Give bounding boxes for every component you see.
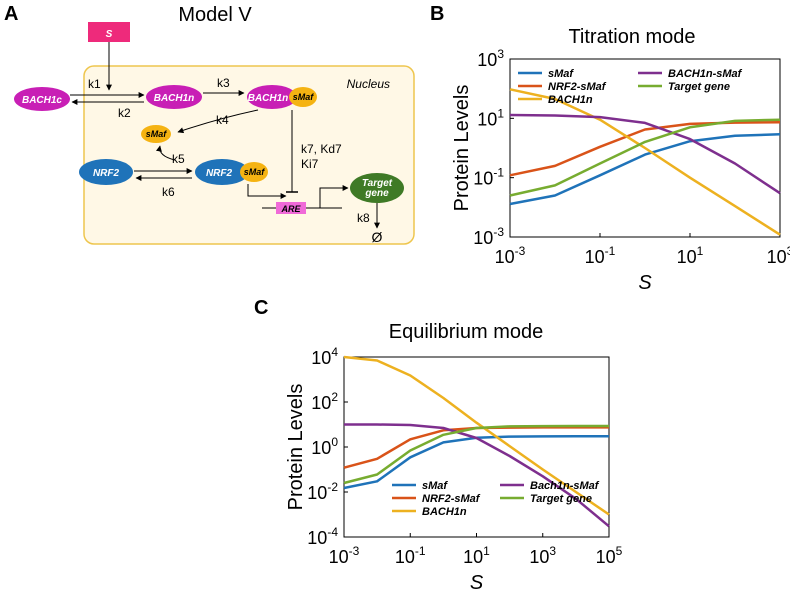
legend-label: Target gene	[668, 81, 730, 93]
nrf2-smaf-smaf-part	[240, 162, 268, 182]
bach1n-label: BACH1n	[154, 93, 195, 104]
series-line-2	[343, 355, 610, 516]
x-axis-label: S	[638, 272, 652, 294]
are-box	[276, 202, 306, 214]
k5-arrow	[156, 145, 176, 161]
panel-b-letter: B	[430, 3, 444, 25]
y-tick-label: 101	[477, 106, 504, 129]
legend-label: Target gene	[530, 493, 592, 505]
k4-arrow	[177, 109, 259, 134]
legend-label: sMaf	[422, 480, 448, 492]
k7-label: k7, Kd7	[301, 142, 342, 156]
y-tick-label: 102	[311, 390, 338, 413]
nrf2-complex-label: NRF2	[206, 168, 233, 179]
bach1n-smaf-smaf-part	[289, 87, 317, 107]
smaf-label: sMaf	[146, 129, 168, 139]
transcription-arrow	[319, 185, 349, 208]
nrf2-label: NRF2	[93, 168, 120, 179]
target-gene-node	[350, 173, 404, 203]
degradation-symbol: Ø	[372, 229, 383, 245]
series-line-1	[343, 426, 609, 469]
panel-b-title: Titration mode	[568, 26, 695, 48]
x-tick-label: 10-1	[395, 544, 426, 567]
y-tick-label: 10-4	[307, 525, 338, 548]
x-tick-label: 105	[596, 544, 623, 567]
y-tick-label: 10-2	[307, 480, 338, 503]
target-gene-label-line1: Target	[362, 178, 393, 189]
y-tick-label: 103	[477, 47, 504, 70]
nrf2-complex-smaf-label: sMaf	[244, 167, 266, 177]
series-line-0	[509, 133, 781, 206]
series-line-4	[509, 118, 781, 197]
x-tick-label: 101	[677, 244, 704, 267]
series-line-1	[509, 120, 781, 177]
y-tick-label: 104	[311, 345, 338, 368]
are-label: ARE	[280, 204, 301, 214]
panel-c: C Equilibrium mode 10-3 10-1 101 103 105 10-4…	[254, 297, 623, 594]
legend-label: NRF2-sMaf	[548, 81, 607, 93]
stimulus-box	[88, 22, 130, 42]
k1-label: k1	[88, 77, 101, 91]
k4-label: k4	[216, 113, 229, 127]
x-axis-label: S	[470, 572, 484, 594]
bach1n-node	[146, 85, 202, 109]
bach1n-smaf-node	[247, 85, 297, 109]
k3-label: k3	[217, 76, 230, 90]
k8-label: k8	[357, 211, 370, 225]
k6-label: k6	[162, 185, 175, 199]
series-line-3	[344, 423, 610, 528]
nrf2-smaf-node	[195, 159, 249, 185]
bach1n-complex-smaf-label: sMaf	[293, 92, 315, 102]
legend-label: BACH1n	[422, 506, 467, 518]
legend-label: NRF2-sMaf	[422, 493, 481, 505]
k2-label: k2	[118, 106, 131, 120]
plot-frame	[509, 58, 781, 238]
plot-frame	[343, 356, 610, 538]
nrf2-node	[79, 159, 133, 185]
bach1n-complex-label: BACH1n	[248, 93, 289, 104]
series-line-4	[343, 424, 609, 485]
panel-b: B Titration mode 10-310-110110310-310-11…	[430, 3, 790, 294]
legend-label: sMaf	[548, 68, 574, 80]
panel-c-letter: C	[254, 297, 268, 319]
bach1c-label: BACH1c	[22, 95, 62, 106]
x-tick-label: 103	[767, 244, 790, 267]
legend-label: BACH1n	[548, 94, 593, 106]
nucleus-compartment	[83, 65, 415, 245]
panel-a-letter: A	[4, 3, 18, 25]
nucleus-label: Nucleus	[347, 77, 390, 91]
bach1c-node	[14, 87, 70, 111]
panel-a: A Model V Nucleus S BACH1c BACH1n k1 k2 …	[4, 3, 415, 245]
panel-c-title: Equilibrium mode	[389, 321, 544, 343]
ki7-label: Ki7	[301, 157, 319, 171]
x-tick-label: 10-1	[585, 244, 616, 267]
nrf2-activation-arrow	[247, 184, 287, 199]
y-tick-label: 100	[311, 435, 338, 458]
panel-a-title: Model V	[178, 4, 252, 26]
k5-label: k5	[172, 152, 185, 166]
y-axis-label: Protein Levels	[451, 85, 473, 212]
chart-c: 10-3 10-1 101 103 105 10-4 10-2 100 102 104 S Prote…	[285, 345, 623, 594]
legend-label: Bach1n-sMaf	[530, 480, 600, 492]
series-line-2	[509, 88, 781, 236]
smaf-node	[141, 125, 171, 143]
y-tick-label: 10-3	[473, 225, 504, 248]
x-tick-label: 10-3	[329, 544, 360, 567]
target-gene-label-line2: gene	[364, 188, 389, 199]
x-tick-label: 10-3	[495, 244, 526, 267]
x-tick-label: 101	[463, 544, 490, 567]
y-tick-label: 10-1	[473, 166, 504, 189]
legend-label: BACH1n-sMaf	[668, 68, 743, 80]
series-line-3	[509, 113, 781, 195]
stimulus-label: S	[106, 29, 113, 40]
y-axis-label: Protein Levels	[285, 384, 307, 511]
chart-b: 10-3 10-1 101 103 10-3 10-1 101 103 S Protein Lev…	[451, 47, 790, 294]
x-tick-label: 103	[529, 544, 556, 567]
